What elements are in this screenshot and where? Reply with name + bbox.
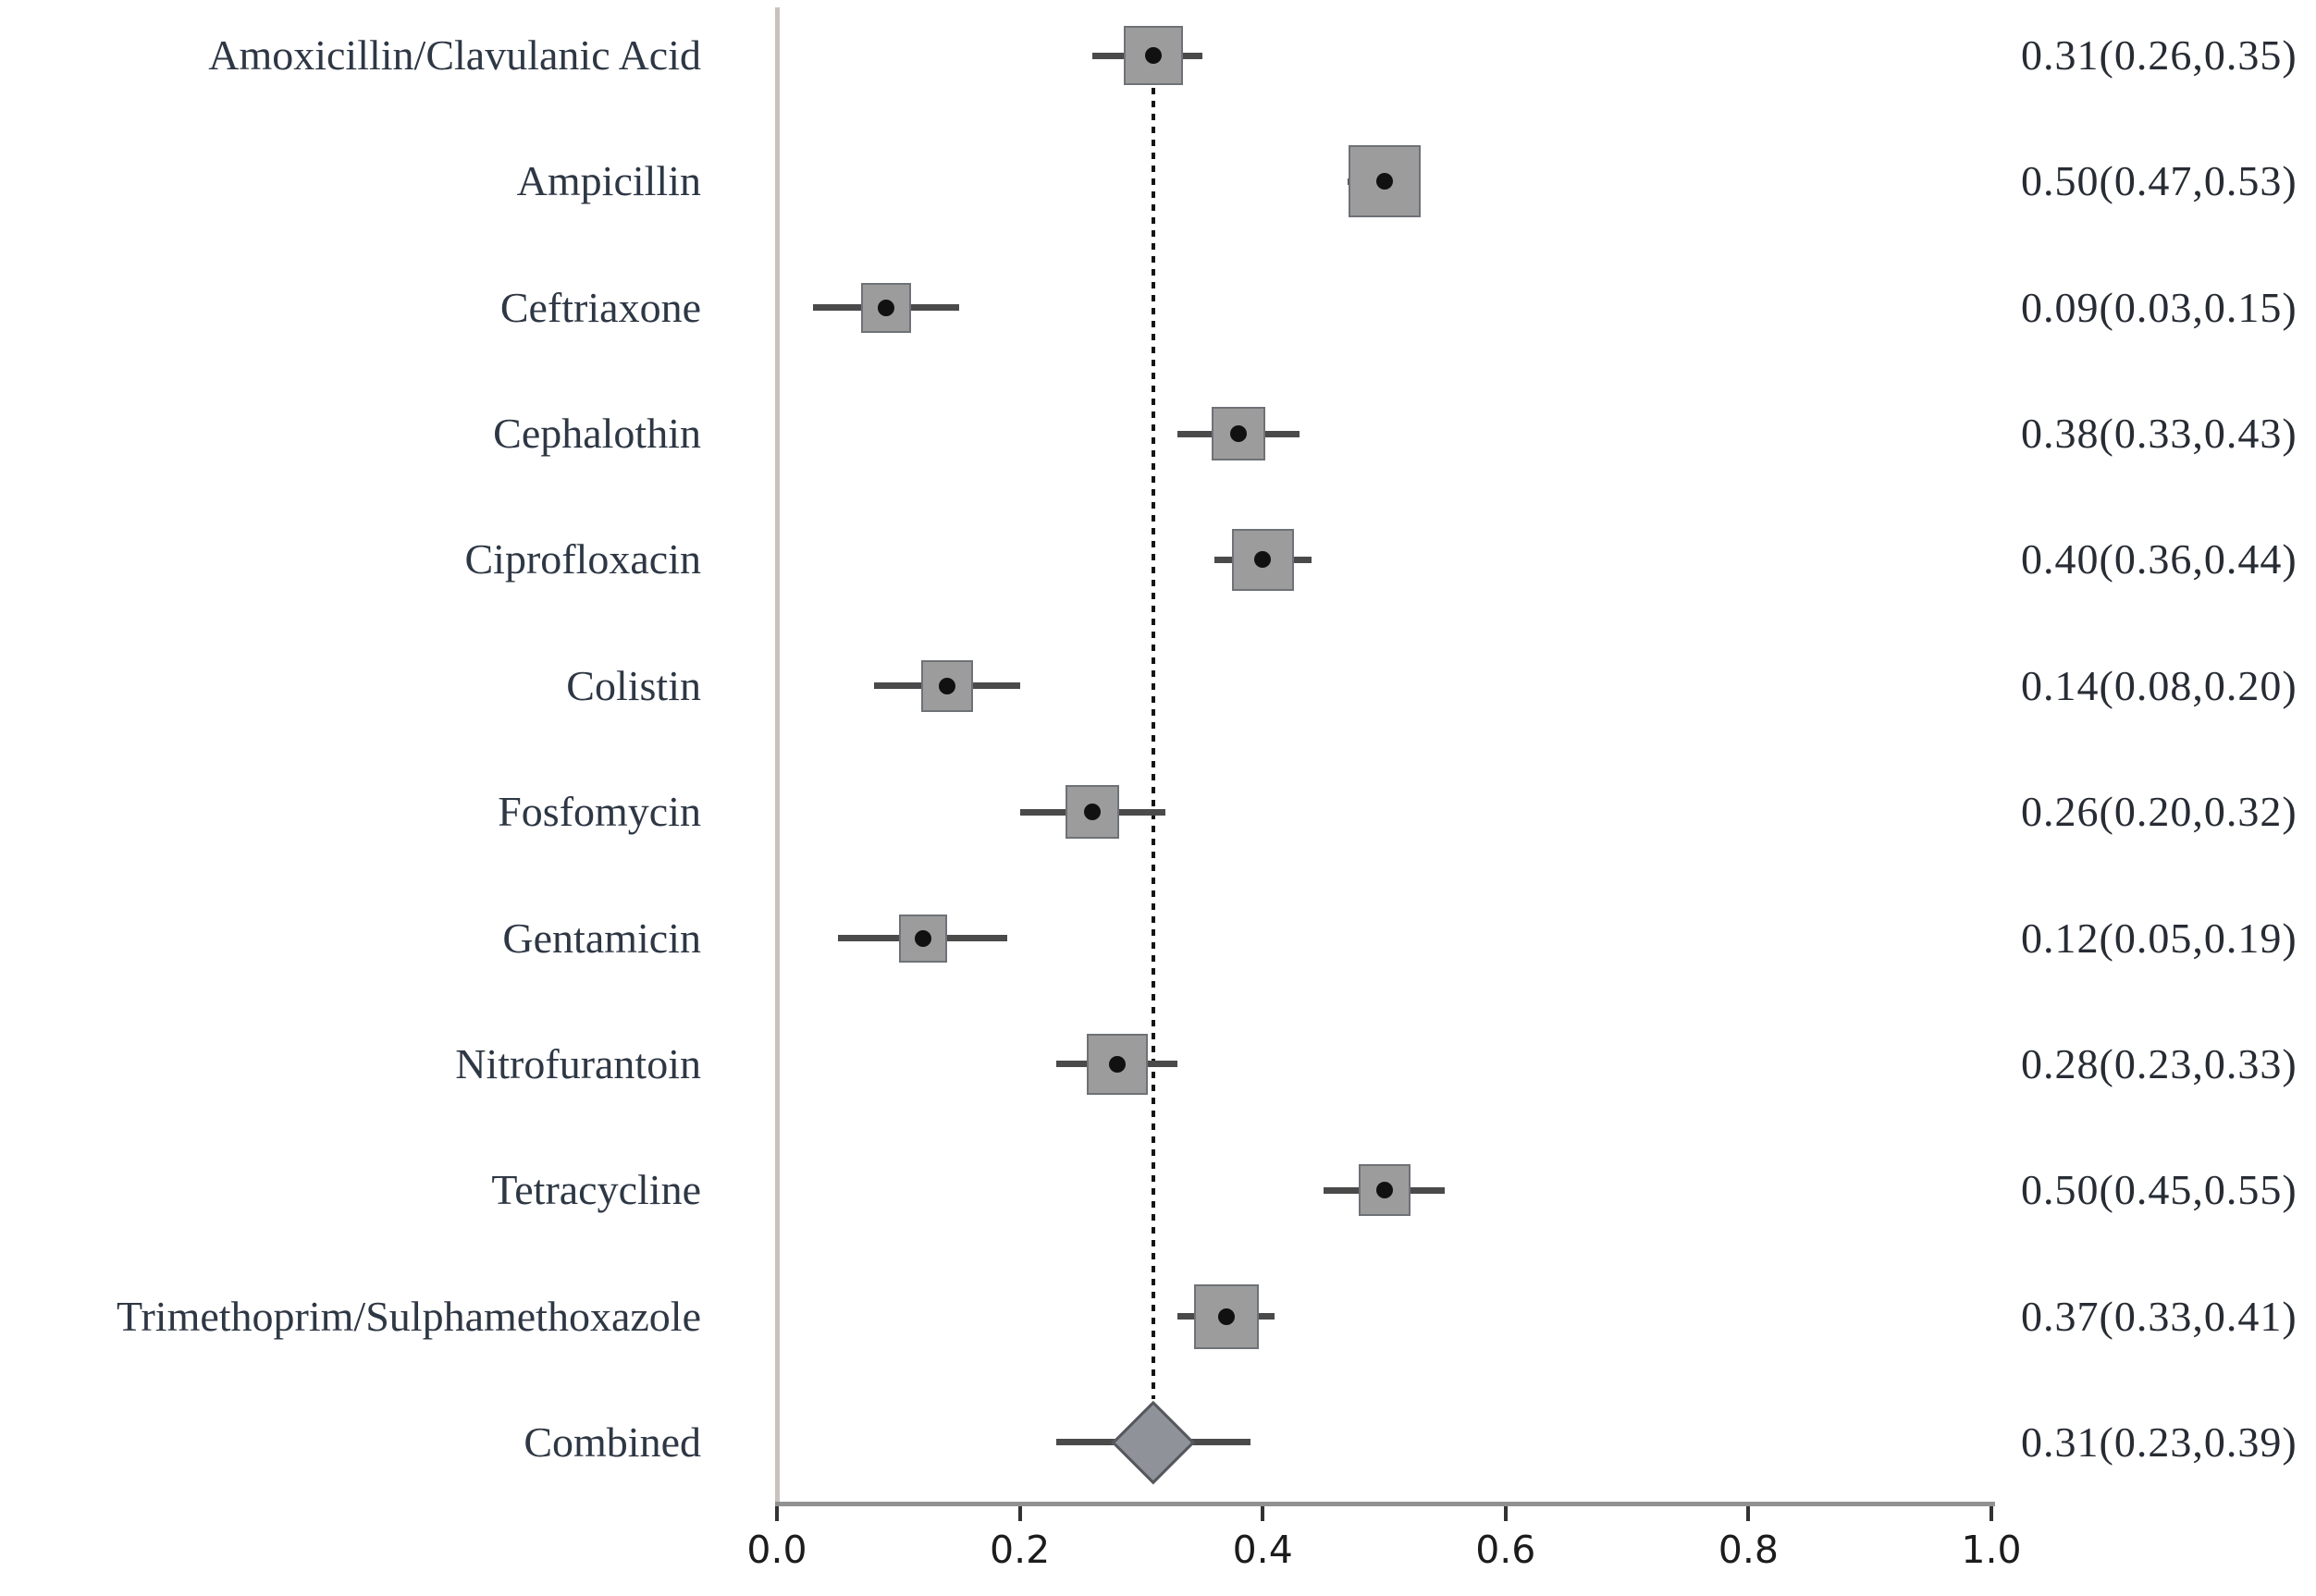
estimate-dot	[878, 299, 895, 316]
combined-estimate-diamond	[1112, 1400, 1196, 1484]
row-estimate-value: 0.09(0.03,0.15)	[2021, 283, 2298, 331]
y-axis-spine	[775, 7, 780, 1505]
estimate-dot	[1229, 425, 1247, 443]
x-axis-tick	[1017, 1506, 1022, 1521]
row-label: Tetracycline	[491, 1166, 701, 1214]
estimate-dot	[914, 929, 931, 947]
estimate-dot	[938, 677, 955, 694]
row-label: Colistin	[566, 661, 701, 709]
x-axis-tick-label: 0.2	[989, 1528, 1051, 1572]
row-estimate-value: 0.31(0.23,0.39)	[2021, 1418, 2298, 1466]
row-estimate-value: 0.50(0.47,0.53)	[2021, 157, 2298, 205]
row-estimate-value: 0.40(0.36,0.44)	[2021, 535, 2298, 583]
estimate-square	[1086, 1033, 1148, 1095]
row-label: Combined	[524, 1418, 701, 1466]
row-label: Ceftriaxone	[499, 283, 701, 331]
x-axis-tick-label: 0.8	[1718, 1528, 1779, 1572]
x-axis-tick-label: 0.0	[746, 1528, 807, 1572]
row-label: Amoxicillin/Clavulanic Acid	[208, 31, 701, 79]
x-axis-tick	[1990, 1506, 1993, 1521]
estimate-dot	[1145, 47, 1163, 64]
estimate-dot	[1375, 173, 1393, 190]
row-estimate-value: 0.31(0.26,0.35)	[2021, 31, 2298, 79]
x-axis-tick-label: 0.6	[1475, 1528, 1536, 1572]
x-axis-line	[775, 1502, 1995, 1506]
x-axis-tick-label: 0.4	[1232, 1528, 1293, 1572]
estimate-dot	[1254, 551, 1272, 569]
x-axis-tick	[1746, 1506, 1751, 1521]
x-axis-tick	[775, 1506, 779, 1521]
x-axis-tick	[1503, 1506, 1508, 1521]
row-estimate-value: 0.26(0.20,0.32)	[2021, 788, 2298, 836]
x-axis-tick	[1261, 1506, 1265, 1521]
x-axis-tick-label: 1.0	[1961, 1528, 2022, 1572]
row-estimate-value: 0.50(0.45,0.55)	[2021, 1166, 2298, 1214]
row-label: Cephalothin	[493, 410, 701, 458]
estimate-dot	[1375, 1182, 1393, 1199]
estimate-dot	[1084, 804, 1102, 821]
row-label: Ciprofloxacin	[464, 535, 702, 583]
row-estimate-value: 0.37(0.33,0.41)	[2021, 1292, 2298, 1340]
estimate-dot	[1108, 1055, 1126, 1073]
row-estimate-value: 0.14(0.08,0.20)	[2021, 661, 2298, 709]
row-estimate-value: 0.38(0.33,0.43)	[2021, 410, 2298, 458]
row-label: Ampicillin	[516, 157, 701, 205]
row-estimate-value: 0.28(0.23,0.33)	[2021, 1039, 2298, 1087]
row-label: Nitrofurantoin	[455, 1039, 701, 1087]
reference-dashed-line	[1152, 88, 1156, 1399]
row-label: Gentamicin	[502, 914, 701, 962]
row-label: Fosfomycin	[498, 788, 701, 836]
row-label: Trimethoprim/Sulphamethoxazole	[116, 1292, 701, 1340]
estimate-dot	[1217, 1307, 1235, 1325]
row-estimate-value: 0.12(0.05,0.19)	[2021, 914, 2298, 962]
